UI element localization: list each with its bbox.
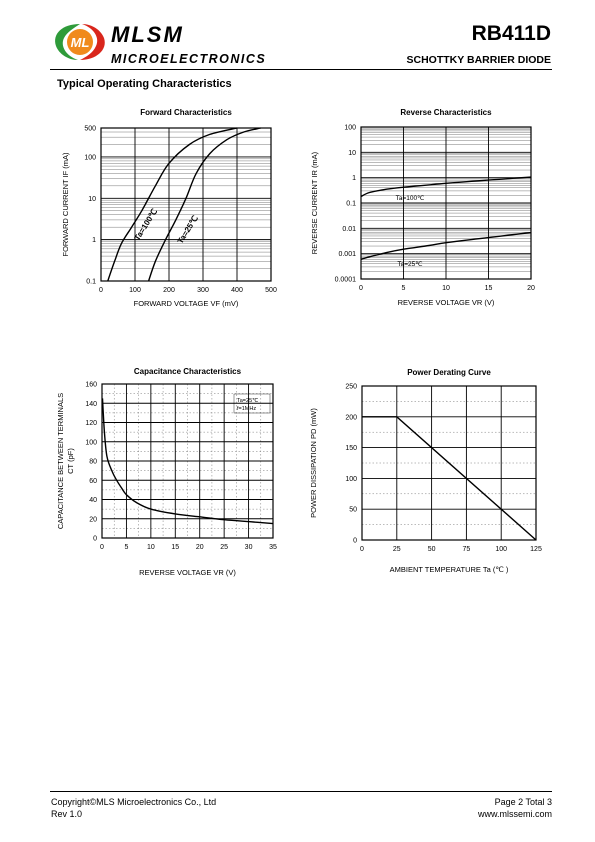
x-tick-label: 300	[197, 287, 209, 294]
y-tick-label: 40	[89, 497, 97, 504]
part-description: SCHOTTKY BARRIER DIODE	[406, 54, 551, 66]
x-tick-label: 25	[393, 546, 401, 553]
y-axis-label: CAPACITANCE BETWEEN TERMINALS	[56, 393, 65, 529]
series-line-1	[360, 176, 532, 198]
section-title: Typical Operating Characteristics	[57, 78, 232, 90]
logo-green-swoosh	[55, 24, 80, 60]
brand-subtitle: MICROELECTRONICS	[111, 52, 267, 66]
x-axis-label: REVERSE VOLTAGE VR (V)	[398, 298, 495, 307]
y-tick-label: 100	[85, 439, 97, 446]
y-tick-label: 0	[353, 538, 357, 545]
x-tick-label: 30	[245, 544, 253, 551]
x-axis-label: AMBIENT TEMPERATURE Ta (℃ )	[390, 565, 509, 574]
y-tick-label: 50	[349, 507, 357, 514]
y-tick-label: 140	[85, 401, 97, 408]
y-axis-label: FORWARD CURRENT IF (mA)	[61, 152, 70, 257]
y-tick-label: 160	[85, 382, 97, 389]
footer-copyright: Copyright©MLS Microelectronics Co., Ltd	[51, 797, 217, 807]
x-tick-label: 0	[359, 285, 363, 292]
series-line-1	[362, 416, 537, 541]
y-tick-label: 200	[345, 414, 357, 421]
x-tick-label: 75	[463, 546, 471, 553]
footer-revision: Rev 1.0	[51, 809, 83, 819]
y-tick-label: 150	[345, 445, 357, 452]
y-tick-label: 0.0001	[335, 277, 357, 284]
chart-title: Power Derating Curve	[407, 368, 491, 377]
x-tick-label: 15	[485, 285, 493, 292]
y-tick-label: 0.01	[342, 226, 356, 233]
series-line-1	[107, 127, 238, 282]
x-tick-label: 50	[428, 546, 436, 553]
x-tick-label: 100	[495, 546, 507, 553]
y-axis-label-unit: CT (pF)	[66, 448, 75, 474]
y-tick-label: 10	[88, 196, 96, 203]
logo-red-swoosh	[80, 24, 105, 60]
x-tick-label: 20	[196, 544, 204, 551]
y-tick-label: 100	[345, 476, 357, 483]
y-tick-label: 1	[92, 237, 96, 244]
logo-letters: ML	[71, 35, 90, 50]
part-number: RB411D	[471, 22, 551, 45]
y-tick-label: 500	[84, 126, 96, 133]
y-tick-label: 20	[89, 516, 97, 523]
y-tick-label: 60	[89, 478, 97, 485]
y-tick-label: 0	[93, 536, 97, 543]
company-logo: ML	[55, 24, 105, 60]
curve-annotation: Ta=100℃	[396, 195, 426, 202]
series-line-2	[360, 231, 532, 260]
x-axis-label: REVERSE VOLTAGE VR (V)	[139, 568, 236, 577]
y-tick-label: 250	[345, 384, 357, 391]
footer-page-number: Page 2 Total 3	[494, 797, 552, 807]
y-tick-label: 10	[348, 150, 356, 157]
y-tick-label: 0.001	[338, 251, 356, 258]
curve-annotation: Ta=25℃	[237, 398, 259, 404]
x-tick-label: 25	[220, 544, 228, 551]
x-tick-label: 0	[360, 546, 364, 553]
x-tick-label: 5	[124, 544, 128, 551]
x-tick-label: 400	[231, 287, 243, 294]
footer-divider	[50, 791, 552, 792]
y-axis-label: POWER DISSIPATION PD (mW)	[309, 408, 318, 518]
x-tick-label: 5	[402, 285, 406, 292]
x-tick-label: 0	[100, 544, 104, 551]
brand-name: MLSM	[111, 22, 184, 47]
x-tick-label: 200	[163, 287, 175, 294]
x-tick-label: 125	[530, 546, 542, 553]
x-tick-label: 20	[527, 285, 535, 292]
plot-frame	[101, 383, 274, 539]
chart-title: Reverse Characteristics	[400, 108, 492, 117]
curve-annotation: f=1MHz	[237, 406, 256, 412]
header-divider	[50, 69, 552, 70]
plot-frame	[361, 385, 537, 541]
x-axis-label: FORWARD VOLTAGE VF (mV)	[134, 299, 239, 308]
x-tick-label: 500	[265, 287, 277, 294]
chart-title: Forward Characteristics	[140, 108, 232, 117]
annotation-box	[233, 393, 271, 414]
y-tick-label: 100	[344, 125, 356, 132]
series-line-1	[101, 398, 274, 525]
x-tick-label: 35	[269, 544, 277, 551]
x-tick-label: 10	[147, 544, 155, 551]
x-tick-label: 15	[171, 544, 179, 551]
chart-title: Capacitance Characteristics	[134, 367, 242, 376]
y-tick-label: 0.1	[86, 279, 96, 286]
plot-frame	[100, 127, 272, 282]
x-tick-label: 0	[99, 287, 103, 294]
plot-frame	[360, 126, 532, 280]
y-tick-label: 100	[84, 154, 96, 161]
y-tick-label: 0.1	[346, 201, 356, 208]
y-tick-label: 120	[85, 420, 97, 427]
y-tick-label: 1	[352, 175, 356, 182]
x-tick-label: 10	[442, 285, 450, 292]
footer-url: www.mlssemi.com	[477, 809, 552, 819]
curve-annotation: Ta=25℃	[397, 261, 423, 268]
y-axis-label: REVERSE CURRENT IR (mA)	[310, 151, 319, 254]
x-tick-label: 100	[129, 287, 141, 294]
y-tick-label: 80	[89, 459, 97, 466]
series-line-2	[147, 127, 261, 282]
